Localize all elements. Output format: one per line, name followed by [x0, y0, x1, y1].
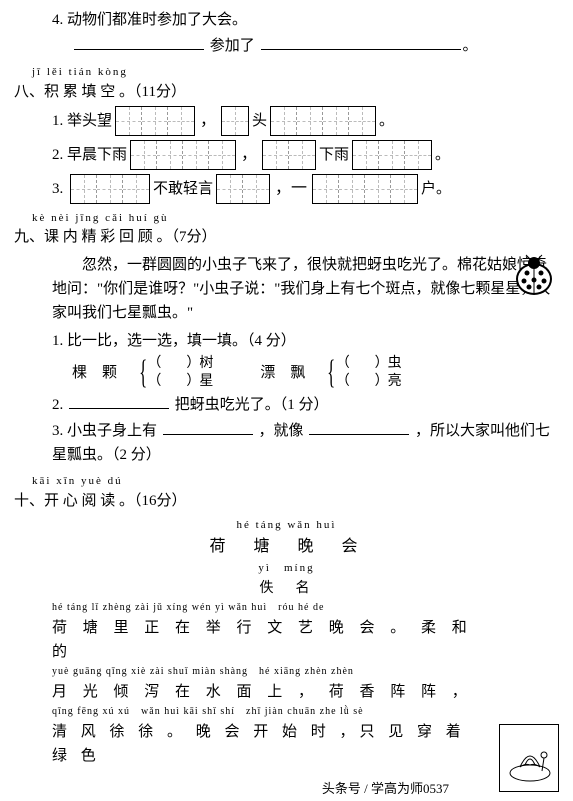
watermark: 头条号 / 学高为师0537: [318, 779, 453, 800]
item-pre: 不敢轻言: [153, 177, 213, 201]
sec9-q2: 2. 把蚜虫吃光了。（1 分）: [14, 393, 559, 417]
choice[interactable]: （ ）亮: [336, 373, 401, 391]
item-pre: 早晨下雨: [67, 143, 127, 167]
sec9-q1-choices: 棵 颗 { （ ）树 （ ）星 漂 飘 { （ ）虫 （ ）亮: [14, 355, 559, 391]
reading-title: hé táng wǎn huì 荷 塘 晚 会 yì míng 佚 名: [14, 517, 559, 600]
choice[interactable]: （ ）树: [147, 355, 212, 373]
sec8-item3: 3. 不敢轻言 ，一 户。: [14, 174, 559, 204]
answer-boxes[interactable]: [270, 106, 376, 136]
line-hanzi: 荷 塘 里 正 在 举 行 文 艺 晚 会 。 柔 和 的: [52, 616, 483, 664]
item-tail: 。: [379, 109, 394, 133]
bracket-group: { （ ）树 （ ）星: [135, 355, 212, 391]
blank[interactable]: [163, 420, 253, 435]
ladybug-icon: [511, 253, 557, 299]
item-tail: 。: [435, 143, 450, 167]
sec9-passage: 忽然，一群圆圆的小虫子飞来了，很快就把蚜虫吃光了。棉花姑娘惊奇地问："你们是谁呀…: [52, 253, 559, 325]
author-pinyin: yì míng: [14, 560, 559, 578]
q-text: 比一比，选一选，填一填。（4 分）: [67, 333, 296, 349]
q4-text: 动物们都准时参加了大会。: [67, 12, 247, 28]
answer-boxes[interactable]: [312, 174, 418, 204]
q-tail: 把蚜虫吃光了。（1 分）: [175, 397, 329, 413]
q-num: 2.: [52, 397, 63, 413]
answer-boxes[interactable]: [221, 106, 249, 136]
choice[interactable]: （ ）星: [147, 373, 212, 391]
reading-line: hé táng lǐ zhèng zài jǔ xíng wén yì wǎn …: [52, 600, 483, 664]
pair-label: 棵 颗: [72, 361, 117, 385]
sec8-item2: 2. 早晨下雨 ， 下雨 。: [14, 140, 559, 170]
item-num: 2.: [52, 143, 63, 167]
item-tail: 户。: [421, 177, 451, 201]
item-num: 3.: [52, 177, 63, 201]
line-hanzi: 月 光 倾 泻 在 水 面 上 ， 荷 香 阵 阵 ，: [52, 680, 483, 704]
answer-boxes[interactable]: [70, 174, 150, 204]
sec9-q3: 3. 小虫子身上有 ，就像 ，所以大家叫他们七星瓢虫。（2 分）: [14, 419, 559, 467]
comma: ，一: [275, 176, 307, 202]
blank[interactable]: [69, 394, 169, 409]
q3-b: ，就像: [259, 423, 304, 439]
item-pre: 举头望: [67, 109, 112, 133]
answer-boxes[interactable]: [262, 140, 316, 170]
q-num: 3.: [52, 423, 63, 439]
author-hanzi: 佚 名: [14, 578, 559, 600]
item-mid2: 下雨: [319, 143, 349, 167]
q4-fill: 参加了 。: [14, 34, 559, 58]
comma: ，: [200, 108, 216, 134]
blank[interactable]: [74, 35, 204, 50]
sec9-q1: 1. 比一比，选一选，填一填。（4 分）: [14, 329, 559, 353]
sec10-title: 十、开 心 阅 读 。（16分）: [14, 489, 559, 513]
reading-line: yuè guāng qīng xiè zài shuǐ miàn shàng h…: [52, 664, 483, 704]
sec9-title: 九、课 内 精 彩 回 顾 。（7分）: [14, 225, 559, 249]
line-pinyin: qīng fēng xú xú wǎn huì kāi shǐ shí zhī …: [52, 704, 483, 720]
sec8-title: 八、积 累 填 空 。（11分）: [14, 80, 559, 104]
q4: 4. 动物们都准时参加了大会。: [14, 8, 559, 32]
line-hanzi: 清 风 徐 徐 。 晚 会 开 始 时 ，只 见 穿 着 绿 色: [52, 720, 483, 768]
answer-boxes[interactable]: [216, 174, 270, 204]
q3-a: 小虫子身上有: [67, 423, 157, 439]
sec8-item1: 1. 举头望 ， 头 。: [14, 106, 559, 136]
q-num: 1.: [52, 333, 63, 349]
lotus-illustration: [499, 724, 559, 792]
item-num: 1.: [52, 109, 63, 133]
pair-label: 漂 飘: [260, 361, 305, 385]
q4-num: 4.: [52, 12, 63, 28]
answer-boxes[interactable]: [352, 140, 432, 170]
line-pinyin: hé táng lǐ zhèng zài jǔ xíng wén yì wǎn …: [52, 600, 483, 616]
q4-mid: 参加了: [210, 38, 255, 54]
title-pinyin: hé táng wǎn huì: [14, 517, 559, 535]
blank[interactable]: [261, 35, 461, 50]
answer-boxes[interactable]: [115, 106, 195, 136]
answer-boxes[interactable]: [130, 140, 236, 170]
reading-line: qīng fēng xú xú wǎn huì kāi shǐ shí zhī …: [52, 704, 483, 768]
item-mid2: 头: [252, 109, 267, 133]
blank[interactable]: [309, 420, 409, 435]
reading-body: hé táng lǐ zhèng zài jǔ xíng wén yì wǎn …: [52, 600, 483, 768]
line-pinyin: yuè guāng qīng xiè zài shuǐ miàn shàng h…: [52, 664, 483, 680]
title-hanzi: 荷 塘 晚 会: [14, 534, 559, 560]
comma: ，: [241, 142, 257, 168]
bracket-group: { （ ）虫 （ ）亮: [323, 355, 400, 391]
choice[interactable]: （ ）虫: [336, 355, 401, 373]
passage-text: 忽然，一群圆圆的小虫子飞来了，很快就把蚜虫吃光了。棉花姑娘惊奇地问："你们是谁呀…: [52, 257, 550, 321]
